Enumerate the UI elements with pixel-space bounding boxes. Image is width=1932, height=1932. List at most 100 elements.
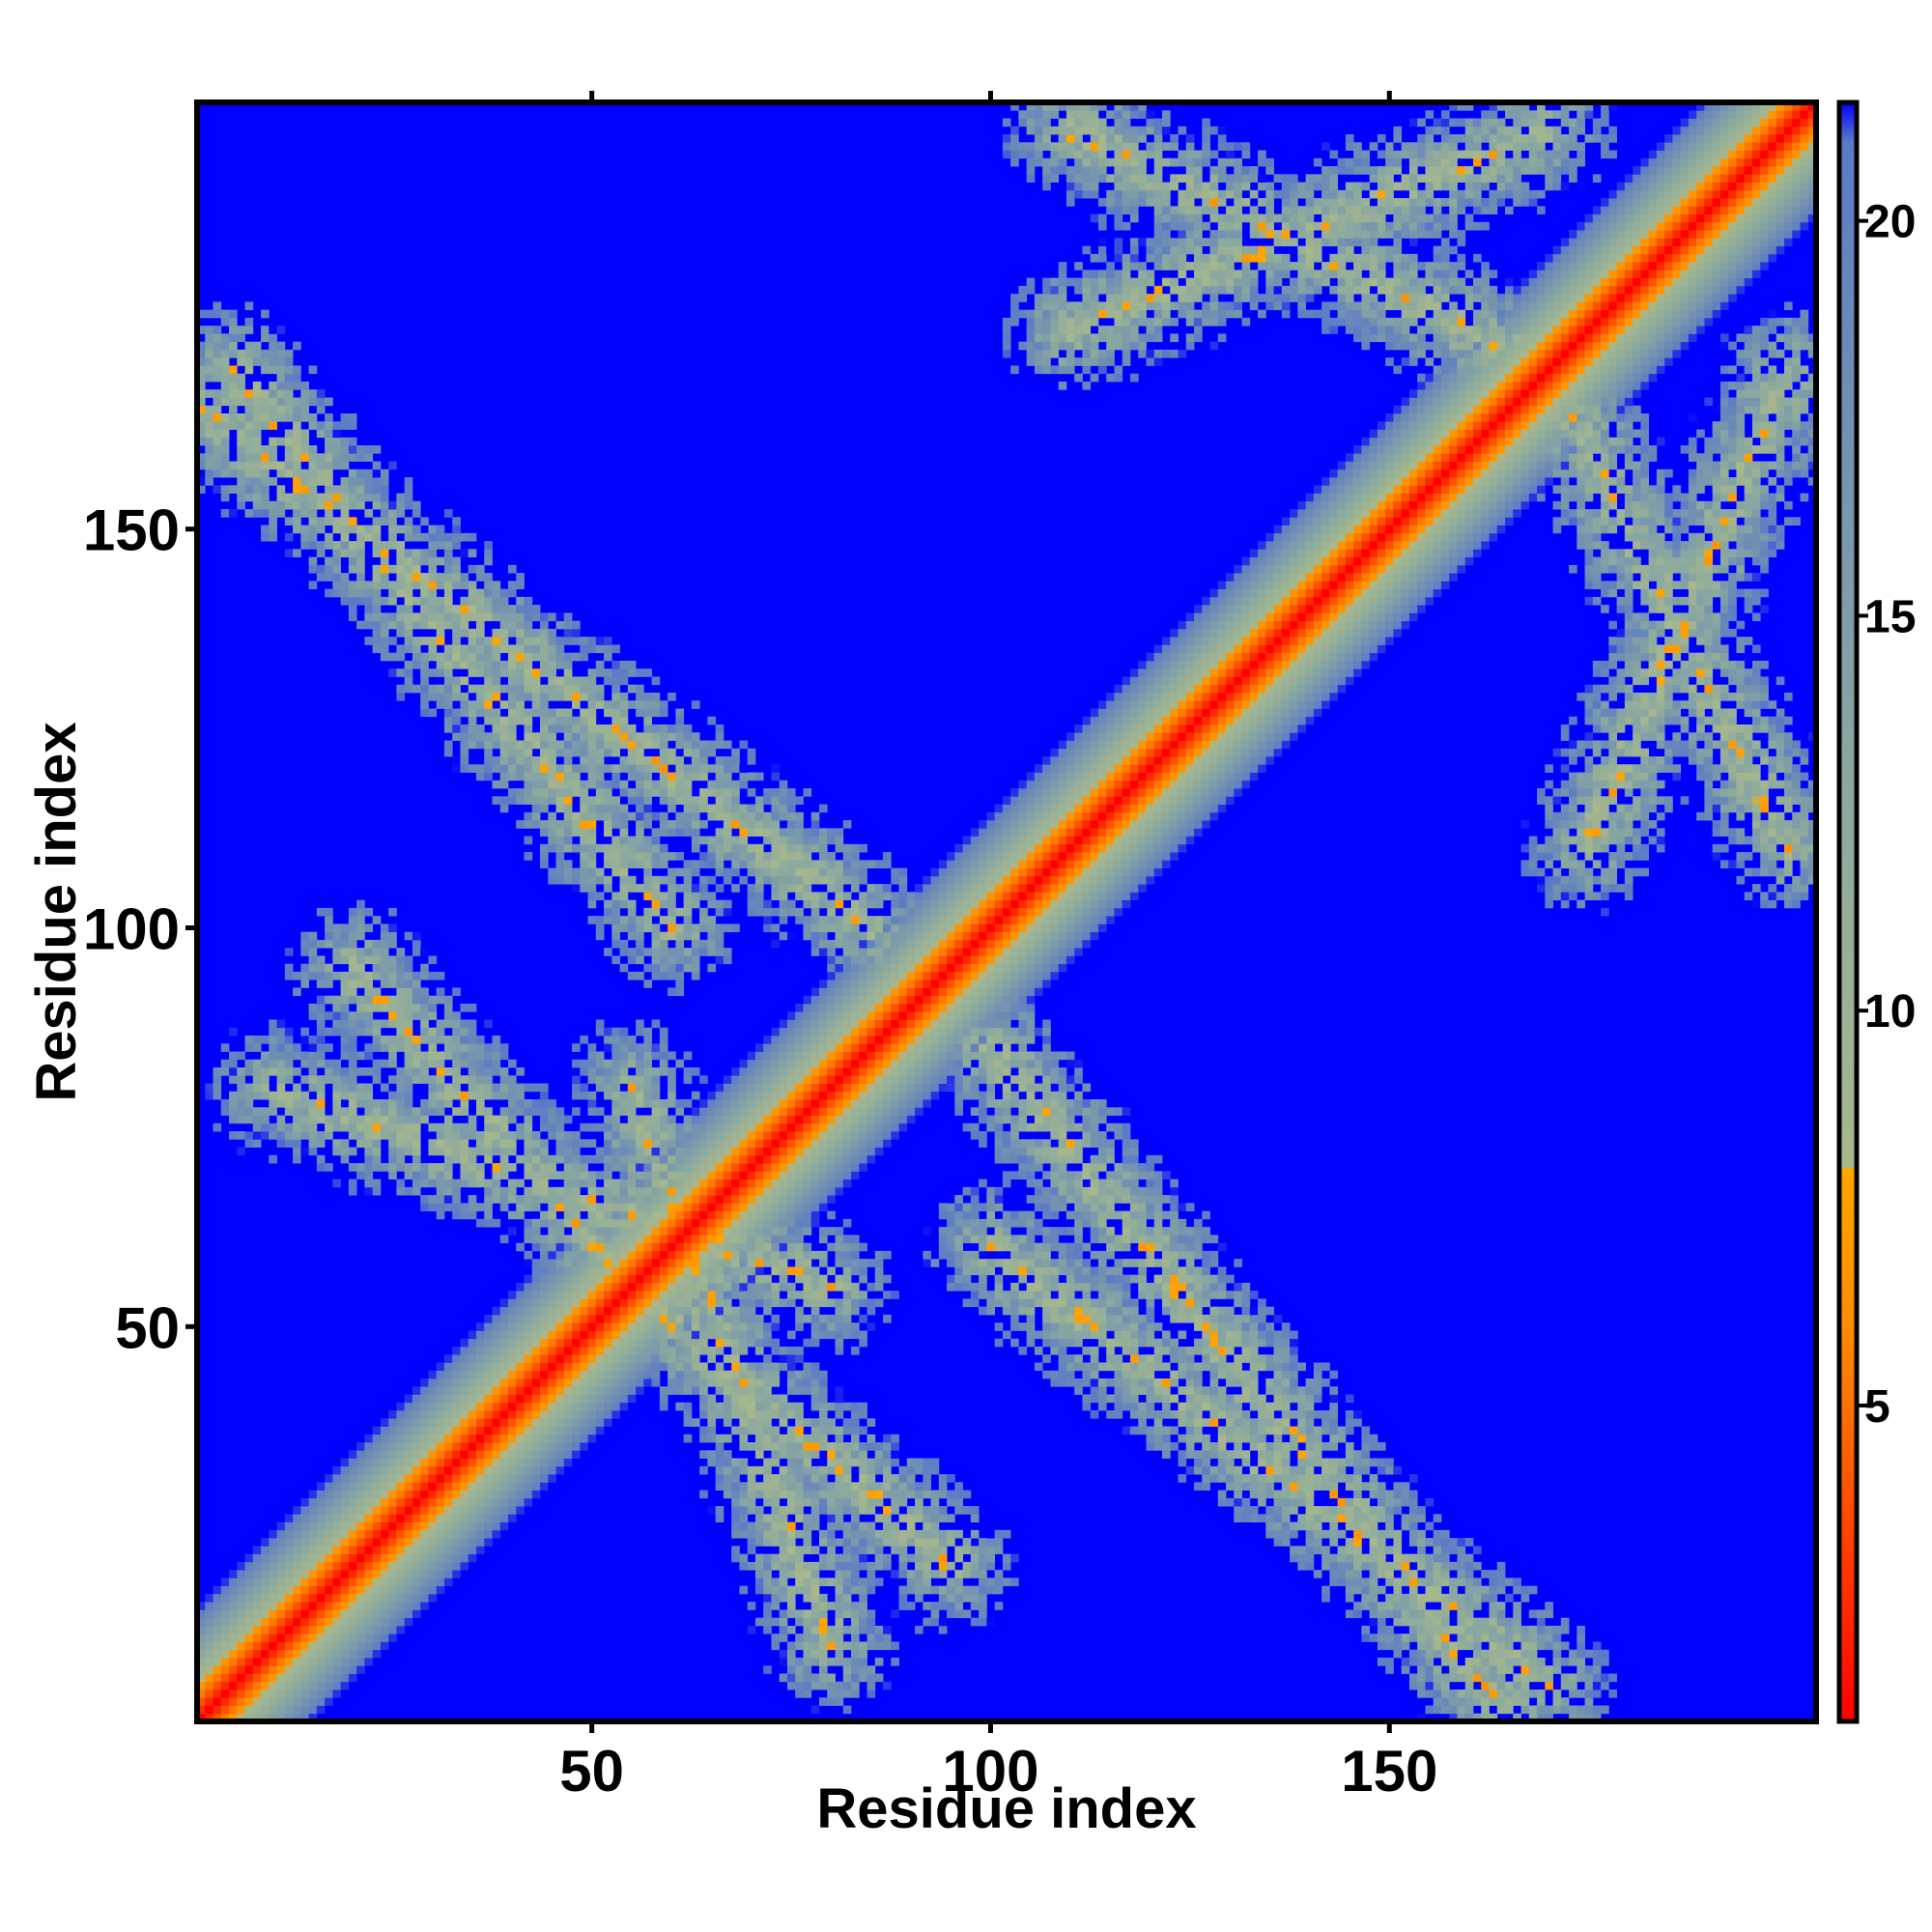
heatmap-cell — [668, 1131, 676, 1140]
heatmap-cell — [443, 1171, 453, 1179]
heatmap-cell — [443, 668, 453, 677]
heatmap-cell — [691, 867, 700, 877]
heatmap-cell — [293, 453, 301, 462]
heatmap-cell — [436, 1107, 445, 1116]
heatmap-cell — [308, 397, 318, 407]
heatmap-cell — [771, 1338, 781, 1348]
heatmap-cell — [308, 1641, 318, 1651]
heatmap-cell — [715, 1322, 724, 1331]
heatmap-cell — [675, 1139, 685, 1148]
heatmap-cell — [443, 1067, 453, 1076]
heatmap-cell — [739, 1291, 749, 1299]
heatmap-cell — [436, 1514, 445, 1522]
heatmap-cell — [484, 676, 493, 686]
heatmap-cell — [269, 1689, 277, 1698]
heatmap-cell — [404, 1035, 413, 1044]
heatmap-cell — [604, 1362, 612, 1372]
heatmap-cell — [276, 1115, 286, 1124]
heatmap-cell — [372, 987, 382, 997]
heatmap-cell — [572, 1259, 581, 1267]
heatmap-cell — [507, 620, 517, 630]
heatmap-cell — [452, 1442, 461, 1451]
heatmap-cell — [659, 1330, 668, 1340]
heatmap-cell — [492, 652, 501, 662]
heatmap-cell — [651, 1306, 661, 1316]
heatmap-cell — [492, 1434, 501, 1443]
heatmap-cell — [715, 1186, 724, 1196]
heatmap-cell — [332, 573, 342, 582]
heatmap-cell — [468, 1402, 477, 1411]
heatmap-cell — [731, 1131, 740, 1140]
heatmap-cell — [325, 1075, 333, 1084]
heatmap-cell — [572, 1131, 581, 1140]
heatmap-cell — [372, 637, 382, 645]
heatmap-cell — [604, 1242, 612, 1252]
heatmap-cell — [364, 1131, 374, 1140]
heatmap-cell — [220, 493, 230, 502]
heatmap-cell — [220, 1713, 230, 1722]
heatmap-cell — [229, 1649, 238, 1659]
heatmap-cell — [683, 1282, 693, 1292]
heatmap-cell — [531, 740, 541, 750]
heatmap-cell — [332, 556, 342, 566]
heatmap-cell — [284, 357, 294, 366]
heatmap-cell — [580, 1067, 588, 1076]
heatmap-cell — [636, 1027, 644, 1037]
heatmap-cell — [244, 1067, 254, 1076]
heatmap-cell — [524, 668, 533, 677]
heatmap-cell — [332, 1091, 342, 1100]
heatmap-cell — [771, 1521, 781, 1531]
heatmap-cell — [308, 1011, 318, 1020]
heatmap-cell — [555, 1330, 565, 1340]
heatmap-cell — [372, 1059, 382, 1068]
heatmap-cell — [548, 1186, 556, 1196]
heatmap-cell — [675, 955, 685, 965]
heatmap-cell — [316, 1115, 326, 1124]
heatmap-cell — [293, 1538, 301, 1547]
heatmap-cell — [540, 828, 549, 837]
heatmap-cell — [524, 716, 533, 725]
heatmap-cell — [380, 995, 389, 1005]
heatmap-cell — [754, 1418, 764, 1427]
heatmap-cell — [548, 724, 556, 733]
heatmap-cell — [475, 708, 485, 718]
heatmap-cell — [276, 1617, 286, 1627]
heatmap-cell — [723, 740, 732, 750]
heatmap-cell — [659, 748, 668, 757]
heatmap-cell — [739, 1314, 749, 1323]
heatmap-cell — [651, 708, 661, 718]
heatmap-cell — [555, 1107, 565, 1116]
heatmap-cell — [499, 1298, 509, 1308]
heatmap-cell — [643, 1083, 652, 1093]
heatmap-cell — [443, 1474, 453, 1483]
heatmap-cell — [739, 1091, 749, 1100]
heatmap-cell — [396, 620, 406, 630]
heatmap-cell — [611, 1402, 620, 1411]
heatmap-cell — [563, 1210, 573, 1220]
heatmap-cell — [356, 1482, 365, 1491]
heatmap-cell — [475, 637, 485, 645]
heatmap-cell — [380, 1553, 389, 1563]
heatmap-cell — [707, 716, 717, 725]
heatmap-cell — [636, 828, 644, 837]
heatmap-cell — [499, 1434, 509, 1443]
heatmap-cell — [388, 1521, 397, 1531]
heatmap-cell — [683, 1410, 693, 1419]
heatmap-cell — [555, 1266, 565, 1276]
heatmap-cell — [555, 1410, 565, 1419]
heatmap-cell — [308, 1546, 318, 1555]
heatmap-cell — [452, 1497, 461, 1507]
heatmap-cell — [754, 1282, 764, 1292]
heatmap-cell — [436, 1585, 445, 1595]
heatmap-cell — [308, 525, 318, 534]
heatmap-cell — [475, 1091, 485, 1100]
heatmap-cell — [548, 1250, 556, 1260]
heatmap-cell — [723, 1298, 732, 1308]
heatmap-cell — [731, 1346, 740, 1355]
heatmap-cell — [563, 1266, 573, 1276]
heatmap-cell — [308, 1561, 318, 1571]
heatmap-cell — [213, 1689, 222, 1698]
heatmap-cell — [715, 1506, 724, 1515]
heatmap-cell — [197, 326, 206, 334]
heatmap-cell — [492, 1322, 501, 1331]
